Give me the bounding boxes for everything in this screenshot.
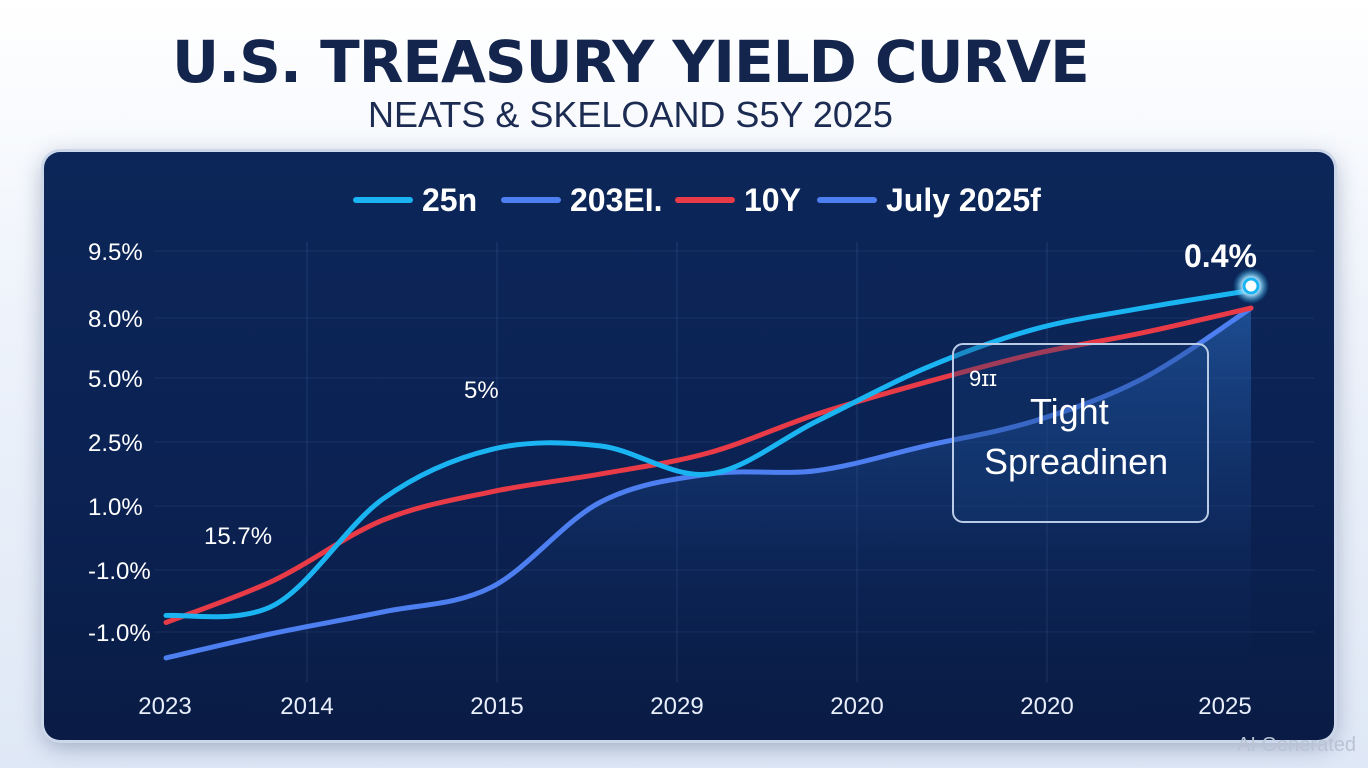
series-area-fill <box>166 308 1251 692</box>
y-tick-label: 1.0% <box>88 494 143 521</box>
ai-generated-watermark: AI Generated <box>1237 734 1356 756</box>
yield-chart: 9.5% 8.0% 5.0% 2.5% 1.0% -1.0% -1.0% 2023 2014 20… <box>88 182 1314 720</box>
x-tick-label: 2029 <box>650 693 703 720</box>
y-tick-label: 2.5% <box>88 430 143 457</box>
tight-spread-line1: Tight <box>1030 391 1109 432</box>
x-tick-label: 2020 <box>830 693 883 720</box>
x-tick-label: 2020 <box>1020 693 1073 720</box>
tight-spread-small-label: 9ɪɪ <box>969 366 997 391</box>
x-tick-label: 2023 <box>138 693 191 720</box>
chart-panel: 9.5% 8.0% 5.0% 2.5% 1.0% -1.0% -1.0% 2023 2014 20… <box>44 152 1334 740</box>
chart-title: U.S. TREASURY YIELD CURVE <box>172 28 1090 96</box>
x-tick-label: 2015 <box>470 693 523 720</box>
y-tick-label: 8.0% <box>88 306 143 333</box>
legend-label: 203EI. <box>570 182 663 218</box>
tight-spread-line2: Spreadinen <box>984 441 1168 482</box>
y-tick-label: 5.0% <box>88 366 143 393</box>
end-point-marker <box>1242 277 1260 295</box>
legend-label: 10Y <box>744 182 801 218</box>
tight-spread-box <box>952 343 1209 523</box>
series-line-3 <box>163 305 1254 625</box>
y-tick-label: -1.0% <box>88 558 151 585</box>
x-tick-label: 2025 <box>1198 693 1251 720</box>
peak-value-label: 5% <box>464 377 499 404</box>
y-tick-label: 9.5% <box>88 239 143 266</box>
end-value-label: 0.4% <box>1184 238 1257 274</box>
legend-label: 25n <box>422 182 477 218</box>
y-tick-label: -1.0% <box>88 620 151 647</box>
start-value-label: 15.7% <box>204 523 272 550</box>
x-tick-label: 2014 <box>280 693 333 720</box>
legend-label: July 2025f <box>886 182 1041 218</box>
chart-subtitle: NEATS & SKELOAND S5Y 2025 <box>368 94 893 135</box>
series-line-1 <box>163 287 1254 620</box>
